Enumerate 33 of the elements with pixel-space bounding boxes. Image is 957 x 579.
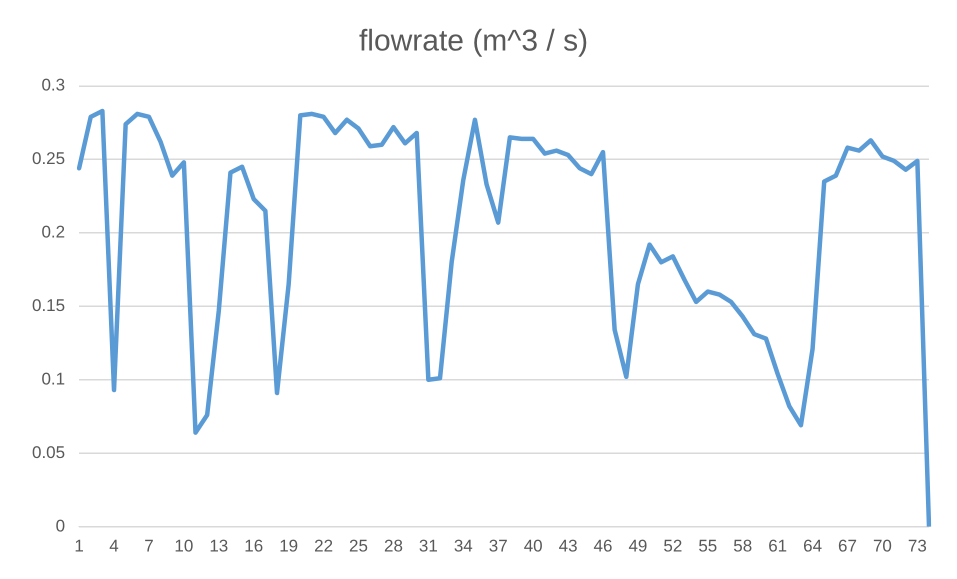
y-tick-label: 0.15 <box>32 296 66 315</box>
x-tick-label: 34 <box>454 536 473 556</box>
x-tick-label: 37 <box>488 536 508 556</box>
x-tick-label: 67 <box>838 536 857 556</box>
y-tick-label: 0.25 <box>32 149 66 168</box>
y-tick-label: 0.1 <box>41 369 66 388</box>
x-tick-label: 22 <box>314 536 334 556</box>
y-tick-label: 0 <box>56 516 66 536</box>
chart-title: flowrate (m^3 / s) <box>358 24 588 58</box>
x-tick-label: 55 <box>698 536 718 556</box>
x-tick-label: 4 <box>109 536 119 556</box>
x-tick-label: 13 <box>209 536 228 556</box>
x-tick-label: 28 <box>384 536 403 556</box>
x-tick-label: 49 <box>628 536 648 556</box>
x-tick-label: 52 <box>663 536 682 556</box>
x-tick-label: 46 <box>594 536 612 556</box>
x-tick-label: 40 <box>524 536 543 556</box>
x-tick-label: 73 <box>908 536 927 556</box>
x-tick-label: 70 <box>872 536 892 556</box>
y-tick-label: 0.2 <box>41 222 66 242</box>
x-tick-label: 43 <box>558 536 578 556</box>
y-tick-label: 0.05 <box>32 442 66 462</box>
x-tick-label: 7 <box>144 536 154 556</box>
x-tick-label: 10 <box>174 536 194 556</box>
x-tick-label: 19 <box>279 536 298 556</box>
x-tick-label: 31 <box>418 536 438 556</box>
x-tick-label: 58 <box>733 536 752 556</box>
x-tick-label: 61 <box>768 536 788 556</box>
x-tick-label: 1 <box>74 536 84 556</box>
y-tick-label: 0.3 <box>41 76 66 95</box>
x-tick-label: 25 <box>349 536 368 556</box>
x-tick-label: 64 <box>803 536 822 556</box>
x-tick-label: 16 <box>244 536 264 556</box>
